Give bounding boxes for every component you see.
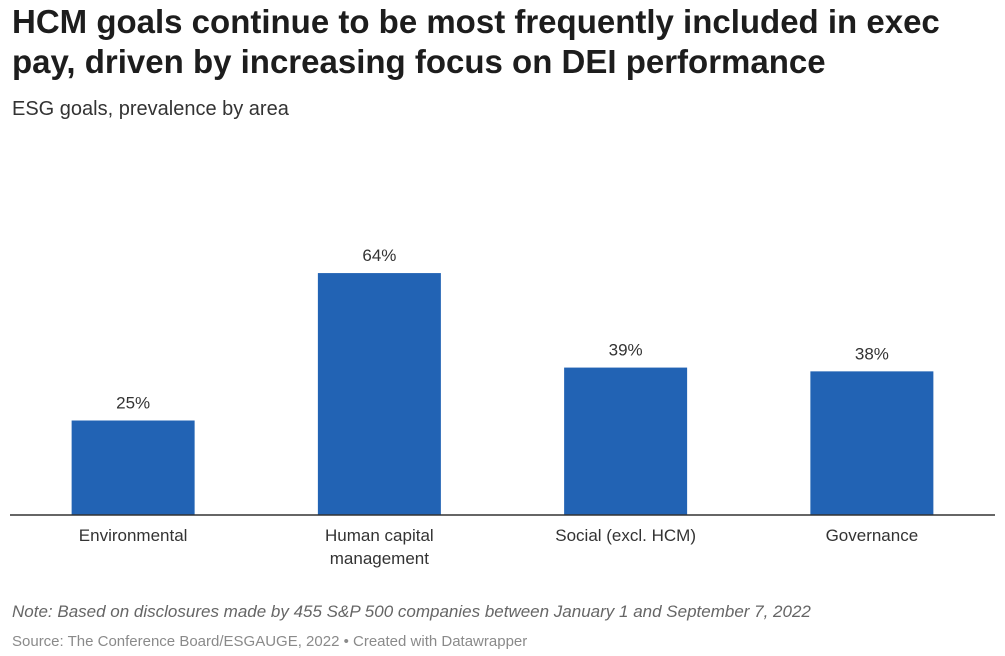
category-label-3: Governance (826, 526, 919, 545)
bar-value-label-3: 38% (855, 344, 889, 363)
chart-note: Note: Based on disclosures made by 455 S… (12, 602, 811, 621)
category-label-2: Social (excl. HCM) (555, 526, 696, 545)
bar-1 (317, 273, 441, 515)
bar-2 (564, 367, 688, 515)
bar-value-label-2: 39% (609, 341, 643, 360)
category-label-0: Environmental (79, 526, 188, 545)
bar-chart: 25% Environmental 64% Human capital manageme… (10, 246, 995, 568)
bar-value-label-0: 25% (116, 394, 150, 413)
category-label-1: Human capital management (325, 526, 434, 568)
bar-0 (71, 420, 195, 515)
chart-source: Source: The Conference Board/ESGAUGE, 20… (12, 633, 528, 650)
bar-3 (810, 371, 934, 515)
chart-subtitle: ESG goals, prevalence by area (12, 98, 289, 120)
chart-title: HCM goals continue to be most frequently… (12, 3, 940, 80)
bar-value-label-1: 64% (362, 246, 396, 265)
